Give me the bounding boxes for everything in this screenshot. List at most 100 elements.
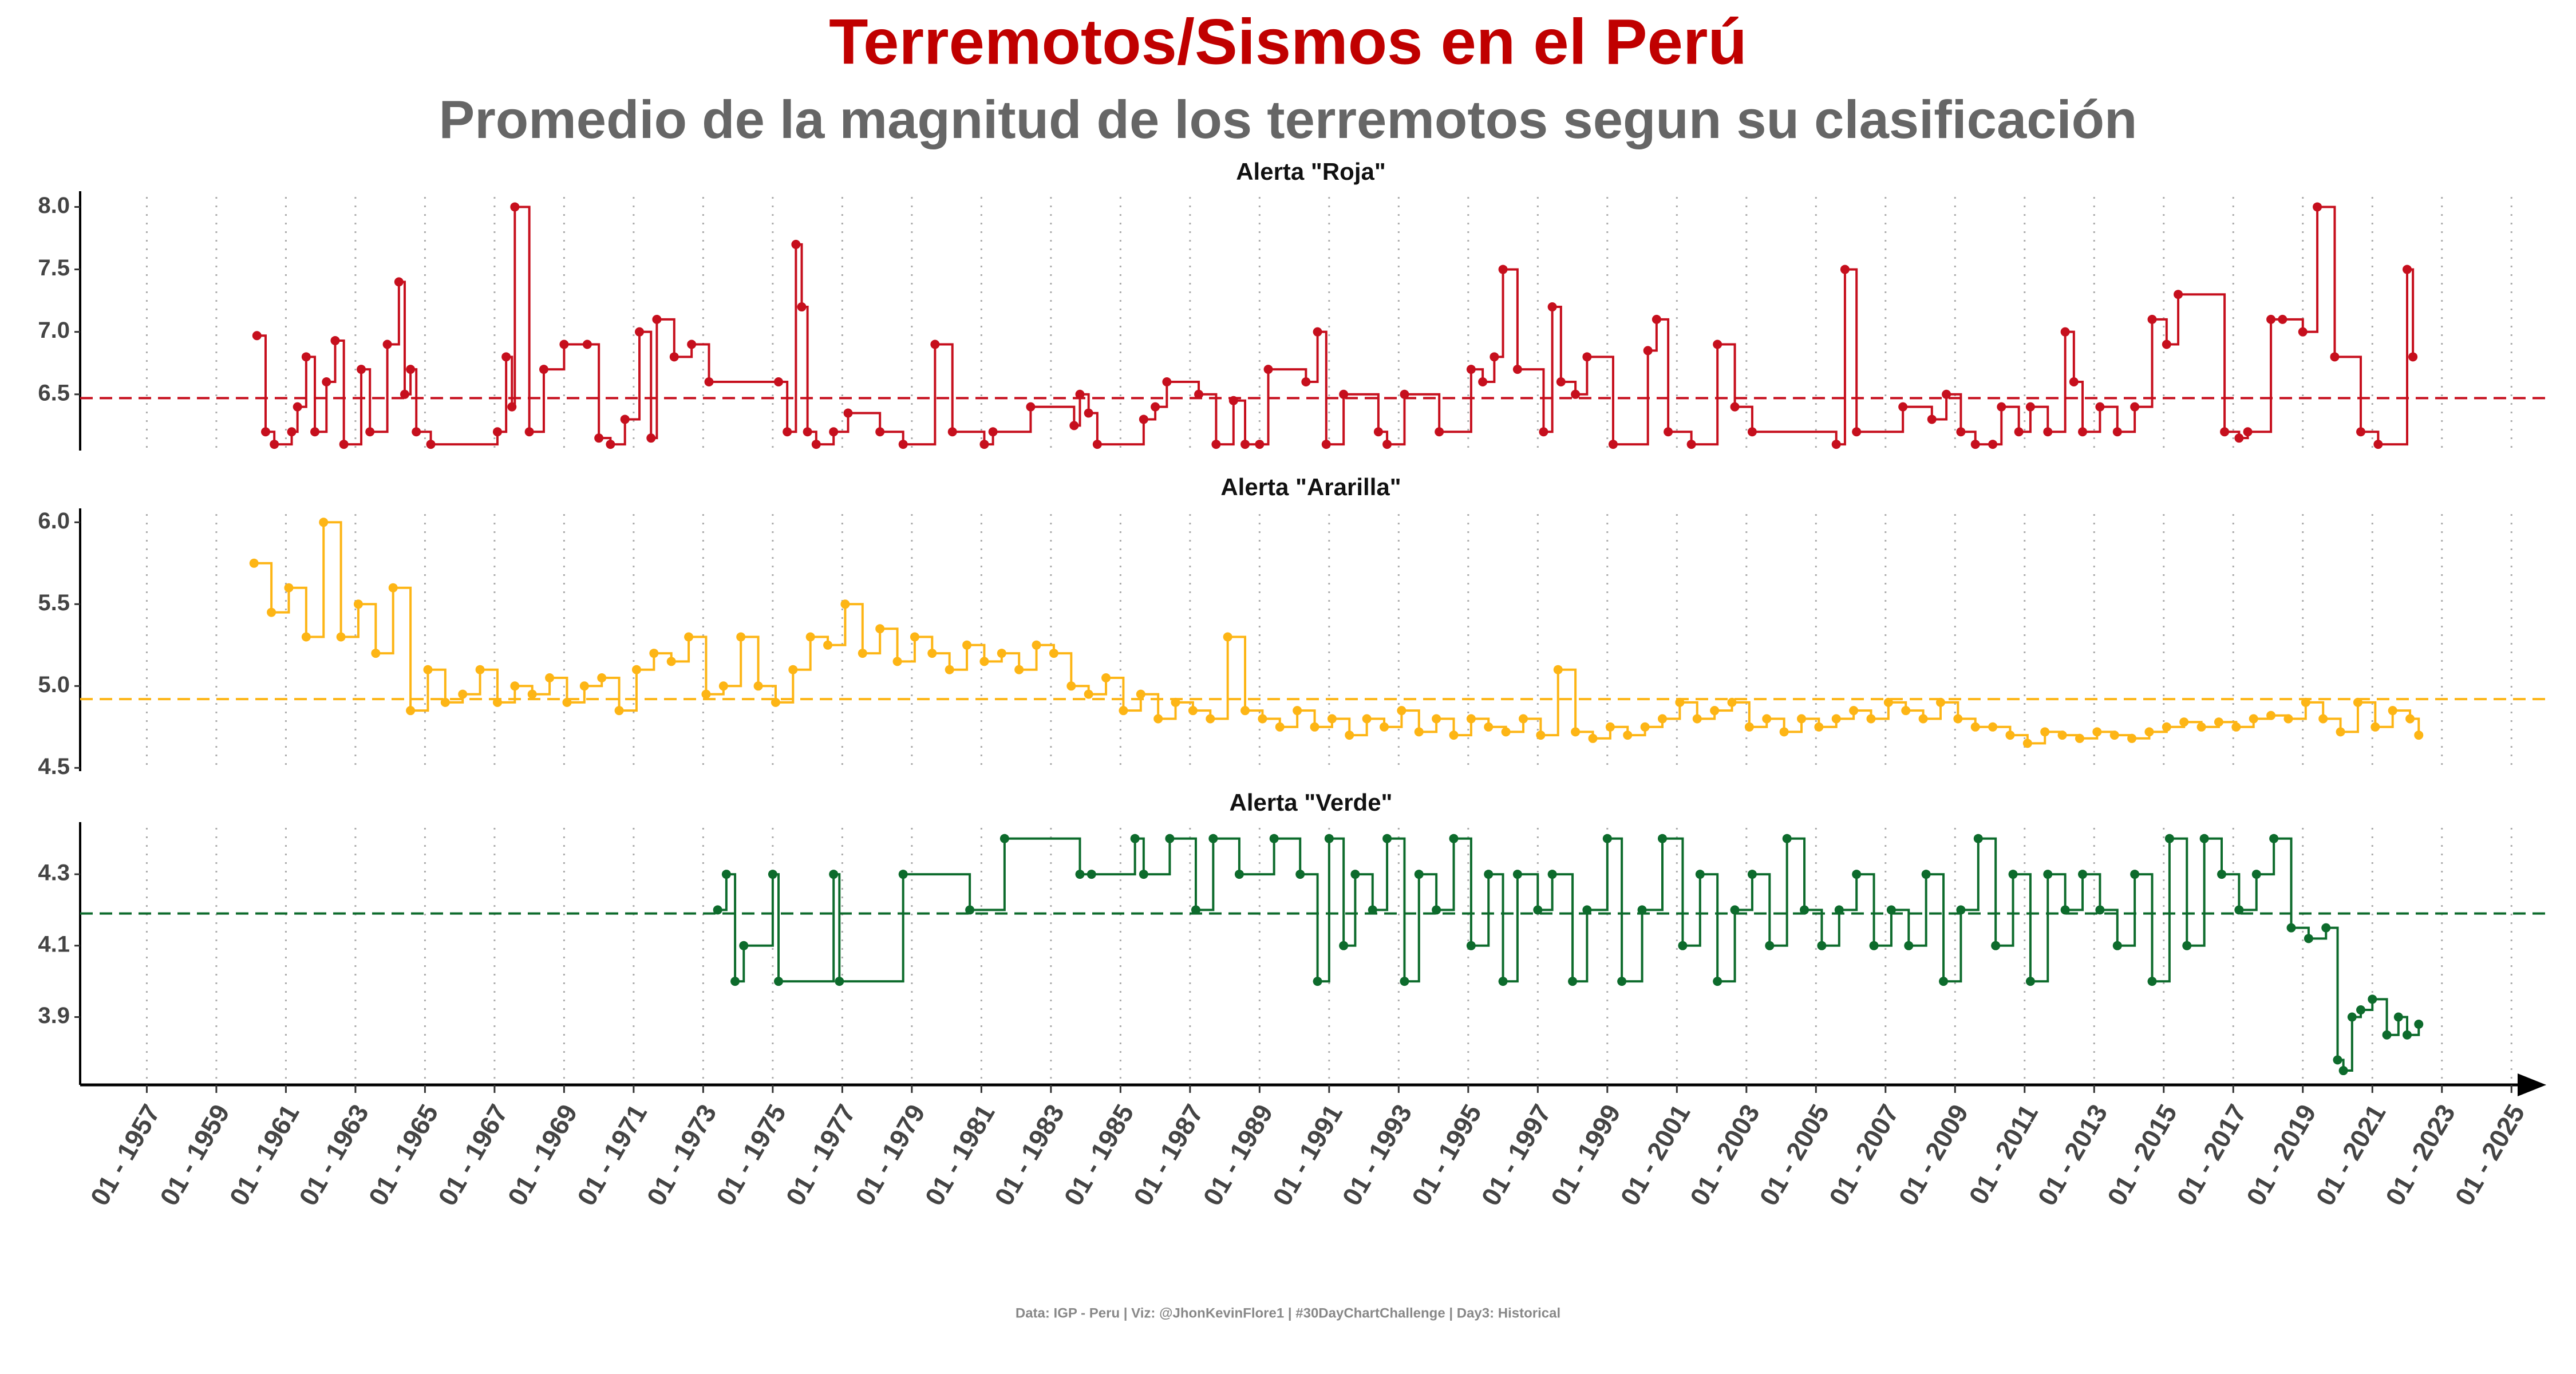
- point: [753, 681, 763, 691]
- step-segment: [256, 334, 267, 432]
- step-segment: [1943, 910, 1962, 983]
- point: [2182, 941, 2192, 950]
- step-segment: [480, 668, 499, 702]
- point: [249, 558, 259, 568]
- point: [2286, 923, 2296, 933]
- point: [1991, 941, 2001, 950]
- step-segment: [625, 331, 641, 421]
- step-segment: [744, 874, 774, 947]
- point: [1432, 905, 1441, 915]
- point: [1710, 706, 1720, 716]
- step-segment: [1488, 873, 1504, 982]
- point: [927, 649, 937, 658]
- point: [2347, 1012, 2357, 1022]
- step-segment: [1019, 645, 1038, 671]
- step-segment: [1691, 344, 1719, 446]
- point: [892, 657, 902, 666]
- point: [1382, 440, 1392, 449]
- point: [2414, 731, 2424, 740]
- point: [1834, 905, 1844, 915]
- step-segment: [1540, 669, 1559, 737]
- step-segment: [361, 368, 372, 432]
- step-segment: [387, 282, 400, 346]
- point: [1713, 339, 1722, 349]
- point: [1373, 427, 1383, 437]
- step-segment: [610, 419, 626, 446]
- y-tick-label: 3.9: [38, 1003, 70, 1028]
- point: [1449, 731, 1459, 740]
- point: [945, 665, 954, 674]
- point: [2025, 977, 2035, 986]
- step-segment: [1787, 837, 1806, 910]
- step-segment: [271, 587, 290, 614]
- point: [539, 365, 548, 374]
- point: [1014, 665, 1024, 674]
- point: [1782, 834, 1792, 843]
- point: [1602, 834, 1612, 843]
- point: [1533, 905, 1543, 915]
- step-segment: [735, 945, 745, 983]
- step-segment: [1436, 717, 1455, 736]
- step-segment: [2048, 873, 2067, 910]
- point: [2382, 1030, 2392, 1040]
- point: [426, 440, 436, 449]
- point: [1466, 365, 1476, 374]
- point: [1301, 377, 1311, 386]
- step-segment: [1494, 269, 1504, 358]
- step-segment: [306, 356, 317, 432]
- step-segment: [1195, 838, 1215, 911]
- step-segment: [1575, 357, 1589, 396]
- point: [2078, 870, 2088, 879]
- point: [669, 352, 679, 362]
- point: [2217, 870, 2227, 879]
- step-segment: [2065, 874, 2084, 911]
- step-segment: [1349, 718, 1368, 737]
- step-segment: [326, 340, 337, 383]
- point: [1400, 977, 1409, 986]
- step-segment: [723, 637, 742, 688]
- point: [2060, 327, 2070, 337]
- point: [1191, 905, 1200, 915]
- step-segment: [1355, 873, 1374, 910]
- point: [2043, 870, 2053, 879]
- point: [999, 834, 1009, 843]
- point: [336, 632, 346, 642]
- point: [1997, 402, 2006, 412]
- point: [1571, 727, 1581, 737]
- point: [594, 433, 604, 443]
- point: [1119, 706, 1128, 716]
- x-tick-label: 01 - 2005: [1753, 1099, 1835, 1210]
- point: [2025, 402, 2035, 412]
- step-segment: [833, 413, 850, 433]
- point: [501, 352, 511, 362]
- point: [440, 697, 450, 707]
- point: [252, 331, 262, 341]
- point: [1901, 706, 1911, 716]
- step-segment: [2187, 838, 2206, 947]
- step-segment: [1268, 368, 1307, 382]
- point: [1852, 427, 1862, 437]
- step-segment: [430, 432, 499, 446]
- step-segment: [2169, 837, 2188, 946]
- point: [1449, 834, 1459, 843]
- step-segment: [1647, 319, 1658, 352]
- step-segment: [1306, 331, 1319, 383]
- point: [1831, 714, 1841, 724]
- step-segment: [1001, 652, 1021, 670]
- step-segment: [1822, 910, 1840, 947]
- step-segment: [376, 587, 394, 655]
- step-segment: [1836, 269, 1846, 446]
- step-segment: [1300, 873, 1319, 982]
- point: [1779, 727, 1789, 737]
- point: [2174, 290, 2183, 299]
- point: [2005, 731, 2015, 740]
- point: [2403, 1030, 2412, 1040]
- step-segment: [1769, 838, 1788, 947]
- step-segment: [1523, 717, 1542, 736]
- point: [979, 440, 989, 449]
- point: [1678, 941, 1688, 950]
- point: [768, 870, 777, 879]
- step-segment: [935, 343, 954, 432]
- point: [1727, 697, 1737, 707]
- step-segment: [1199, 393, 1218, 445]
